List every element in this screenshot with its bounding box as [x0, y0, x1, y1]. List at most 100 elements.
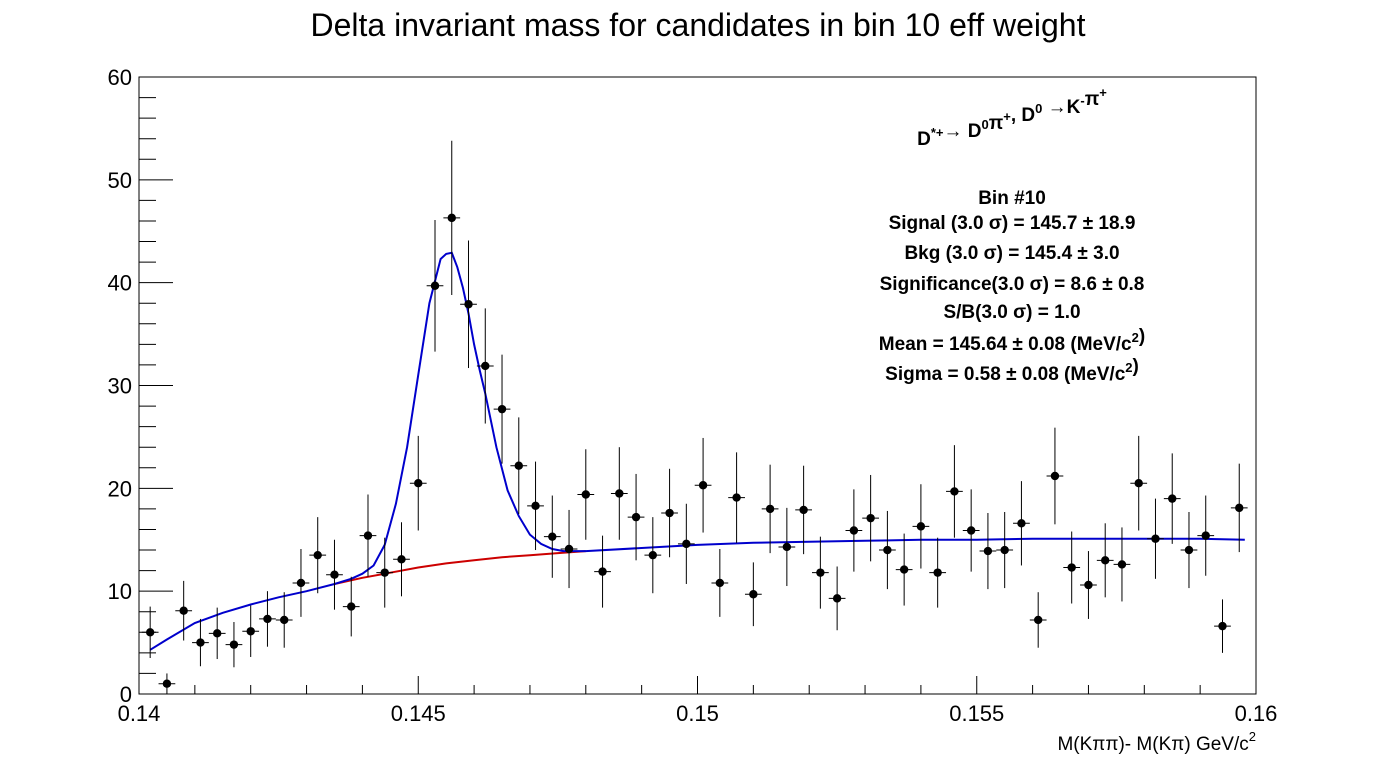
data-marker: [447, 213, 456, 223]
y-tick-label: 50: [108, 168, 132, 193]
data-marker: [1134, 478, 1143, 488]
data-marker: [883, 545, 892, 555]
x-tick-label: 0.155: [949, 701, 1004, 726]
fit-result-line: Sigma = 0.58 ± 0.08 (MeV/c2): [885, 356, 1139, 385]
data-marker: [615, 489, 624, 498]
data-point: [828, 566, 846, 631]
data-marker: [430, 281, 440, 290]
x-axis-label-main: M(Kππ)- M(Kπ) GeV/c: [1057, 734, 1248, 755]
data-marker: [1017, 519, 1026, 528]
data-marker: [950, 487, 959, 496]
data-point: [443, 140, 461, 296]
chart-title: Delta invariant mass for candidates in b…: [311, 7, 1086, 43]
data-point: [275, 592, 293, 648]
data-point: [259, 591, 276, 647]
x-tick-label: 0.14: [118, 701, 161, 726]
fit-result-line: Bin #10: [978, 188, 1046, 209]
data-point: [996, 511, 1014, 589]
data-marker: [1101, 556, 1110, 565]
data-marker: [162, 679, 172, 688]
x-axis-label-sup: 2: [1249, 729, 1256, 744]
data-marker: [799, 505, 808, 515]
data-point: [326, 539, 343, 610]
total-fit: [149, 251, 1245, 651]
data-marker: [497, 404, 507, 414]
data-marker: [983, 546, 993, 556]
data-marker: [548, 532, 557, 541]
data-marker: [916, 522, 926, 531]
data-point: [1029, 592, 1047, 648]
data-point: [359, 494, 377, 577]
data-point: [409, 435, 427, 531]
data-marker: [280, 615, 289, 625]
data-marker: [581, 490, 590, 499]
data-marker: [196, 638, 205, 647]
data-point: [979, 513, 997, 590]
data-marker: [715, 578, 725, 588]
data-marker: [347, 602, 356, 611]
data-point: [577, 449, 595, 540]
data-point: [795, 465, 812, 555]
data-point: [1046, 427, 1064, 525]
data-point: [778, 507, 796, 587]
data-marker: [765, 504, 775, 514]
data-point: [141, 606, 159, 659]
data-point: [376, 537, 394, 608]
data-point: [208, 607, 226, 660]
data-point: [862, 474, 880, 562]
background-fit-curve: [334, 550, 586, 585]
data-marker: [179, 606, 188, 615]
data-point: [1113, 527, 1131, 602]
data-marker: [246, 627, 255, 636]
data-marker: [1050, 471, 1060, 481]
data-marker: [380, 568, 389, 577]
data-point: [1096, 523, 1114, 598]
data-marker: [1117, 560, 1127, 569]
data-marker: [816, 568, 825, 577]
data-marker: [832, 594, 842, 603]
data-marker: [263, 614, 272, 624]
data-point: [694, 437, 712, 533]
x-tick-label: 0.16: [1235, 701, 1278, 726]
background-fit: [334, 550, 586, 585]
data-point: [946, 445, 963, 538]
data-marker: [481, 361, 490, 371]
data-point: [158, 673, 176, 694]
data-point: [460, 240, 477, 369]
data-marker: [1201, 531, 1210, 540]
data-marker: [514, 461, 523, 470]
data-point: [1147, 498, 1164, 579]
data-point: [610, 447, 628, 540]
data-point: [1130, 435, 1148, 531]
fit-result-line: D*+→ D0π+, D0 →K-π+: [917, 85, 1107, 150]
data-point: [811, 536, 829, 609]
data-point: [744, 562, 762, 627]
data-point: [543, 495, 561, 578]
data-point: [728, 452, 745, 543]
data-point: [661, 468, 678, 558]
data-marker: [330, 570, 339, 579]
data-point: [912, 484, 930, 569]
data-marker: [1084, 580, 1093, 590]
data-point: [527, 461, 544, 551]
data-point: [761, 464, 779, 554]
data-marker: [229, 640, 239, 649]
total-fit-curve: [149, 251, 1245, 651]
data-point: [594, 535, 611, 608]
data-point: [426, 219, 444, 352]
data-point: [879, 510, 896, 590]
x-axis-label: M(Kππ)- M(Kπ) GeV/c2: [1057, 729, 1256, 755]
data-point: [242, 605, 260, 657]
data-point: [476, 308, 494, 424]
data-point: [342, 576, 360, 637]
data-marker: [899, 565, 909, 574]
data-marker: [1067, 563, 1076, 572]
data-point: [1197, 495, 1215, 576]
data-point: [560, 509, 578, 589]
data-marker: [1168, 494, 1177, 503]
y-tick-label: 20: [108, 476, 132, 501]
data-point: [393, 522, 410, 597]
data-marker: [966, 526, 976, 535]
data-point: [510, 417, 528, 515]
data-marker: [849, 526, 859, 535]
